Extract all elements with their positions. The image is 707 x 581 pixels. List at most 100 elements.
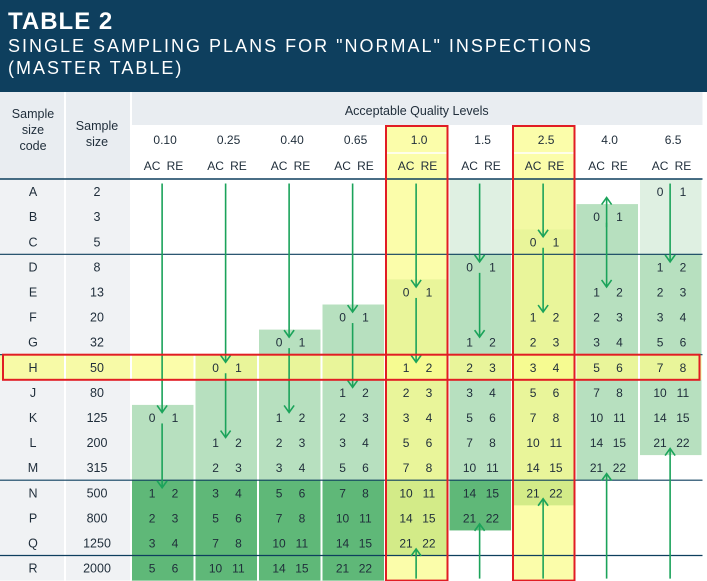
ac-value: 5 — [276, 486, 283, 500]
down-arrow-head — [346, 304, 359, 314]
sample-size: 200 — [87, 436, 108, 450]
ac-value: 5 — [339, 461, 346, 475]
ac-value: 10 — [653, 386, 667, 400]
re-value: 22 — [549, 486, 563, 500]
sample-size: 8 — [94, 260, 101, 274]
re-value: 6 — [616, 361, 623, 375]
re-value: 11 — [296, 536, 309, 550]
re-value: 6 — [362, 461, 369, 475]
re-value: 15 — [422, 511, 436, 525]
ac-value: 0 — [339, 311, 346, 325]
re-value: 1 — [235, 361, 242, 375]
re-label: RE — [548, 159, 565, 173]
re-value: 11 — [423, 486, 436, 500]
up-arrow-head — [537, 497, 549, 507]
sample-size-code: D — [28, 260, 37, 274]
ac-value: 2 — [276, 436, 283, 450]
re-value: 15 — [295, 562, 309, 576]
re-value: 22 — [422, 536, 436, 550]
re-value: 1 — [362, 311, 369, 325]
re-value: 6 — [680, 336, 687, 350]
sampling-plan-table: Sample size code Sample size Acceptable Quali… — [0, 92, 704, 581]
sample-size: 2 — [94, 185, 101, 199]
ac-value: 7 — [657, 361, 664, 375]
highlight-row-border — [2, 353, 701, 381]
sample-size: 13 — [90, 285, 104, 299]
ac-value: 3 — [530, 361, 537, 375]
re-value: 8 — [680, 361, 687, 375]
aql-level-label: 4.0 — [601, 133, 618, 147]
re-value: 4 — [616, 336, 623, 350]
ac-value: 10 — [399, 486, 413, 500]
aql-level-label: 0.25 — [217, 133, 241, 147]
sample-size-code: F — [29, 311, 37, 325]
aql-level-label: 1.5 — [474, 133, 491, 147]
ac-value: 7 — [403, 461, 410, 475]
ac-value: 3 — [339, 436, 346, 450]
re-value: 2 — [680, 260, 687, 274]
ac-value: 5 — [593, 361, 600, 375]
title-banner: TABLE 2 SINGLE SAMPLING PLANS FOR "NORMA… — [0, 0, 707, 92]
ac-label: AC — [525, 159, 542, 173]
ac-value: 2 — [212, 461, 219, 475]
up-arrow-head — [410, 547, 422, 557]
ac-value: 3 — [276, 461, 283, 475]
ac-value: 21 — [463, 511, 477, 525]
re-label: RE — [357, 159, 374, 173]
ac-value: 0 — [530, 235, 537, 249]
ac-value: 3 — [212, 486, 219, 500]
aql-column-dark-shade — [194, 480, 258, 581]
down-arrow-head — [537, 229, 549, 239]
ac-label: AC — [461, 159, 478, 173]
aql-level-label: 2.5 — [538, 133, 555, 147]
ac-label: AC — [144, 159, 161, 173]
ac-value: 5 — [466, 411, 473, 425]
re-value: 15 — [486, 486, 500, 500]
ac-value: 0 — [657, 185, 664, 199]
re-label: RE — [294, 159, 311, 173]
ac-value: 5 — [530, 386, 537, 400]
sample-size-code: Q — [28, 536, 38, 550]
down-arrow-head — [410, 279, 422, 289]
ac-value: 3 — [403, 411, 410, 425]
re-value: 8 — [235, 536, 242, 550]
sample-size: 3 — [94, 210, 101, 224]
sample-size-code: J — [30, 386, 36, 400]
ac-value: 10 — [463, 461, 477, 475]
sample-size-code: M — [28, 461, 38, 475]
aql-column-dark-shade — [131, 480, 195, 581]
re-value: 2 — [299, 411, 306, 425]
aql-level-label: 6.5 — [665, 133, 682, 147]
re-value: 4 — [489, 386, 496, 400]
ac-value: 2 — [403, 386, 410, 400]
sample-size: 50 — [90, 361, 104, 375]
ac-value: 2 — [339, 411, 346, 425]
table-number: TABLE 2 — [8, 8, 114, 35]
ac-value: 14 — [272, 562, 286, 576]
ac-value: 5 — [149, 562, 156, 576]
re-value: 11 — [613, 411, 626, 425]
down-arrow-head — [473, 329, 486, 339]
ac-label: AC — [334, 159, 351, 173]
re-value: 8 — [553, 411, 560, 425]
ac-value: 1 — [657, 260, 664, 274]
sample-size: 32 — [90, 336, 104, 350]
re-value: 15 — [613, 436, 627, 450]
ac-value: 0 — [403, 285, 410, 299]
sample-size: 20 — [90, 311, 104, 325]
re-value: 22 — [359, 562, 373, 576]
ac-value: 10 — [336, 511, 350, 525]
re-label: RE — [421, 159, 438, 173]
re-value: 2 — [235, 436, 242, 450]
re-value: 8 — [489, 436, 496, 450]
re-value: 15 — [359, 536, 373, 550]
ac-value: 1 — [276, 411, 283, 425]
table-title-line-2: (MASTER TABLE) — [8, 58, 184, 78]
ac-value: 7 — [593, 386, 600, 400]
aql-level-label: 0.65 — [344, 133, 368, 147]
re-value: 15 — [676, 411, 690, 425]
aql-column-dark-shade — [321, 480, 385, 581]
ac-value: 21 — [399, 536, 413, 550]
ac-value: 14 — [336, 536, 350, 550]
re-value: 3 — [362, 411, 369, 425]
